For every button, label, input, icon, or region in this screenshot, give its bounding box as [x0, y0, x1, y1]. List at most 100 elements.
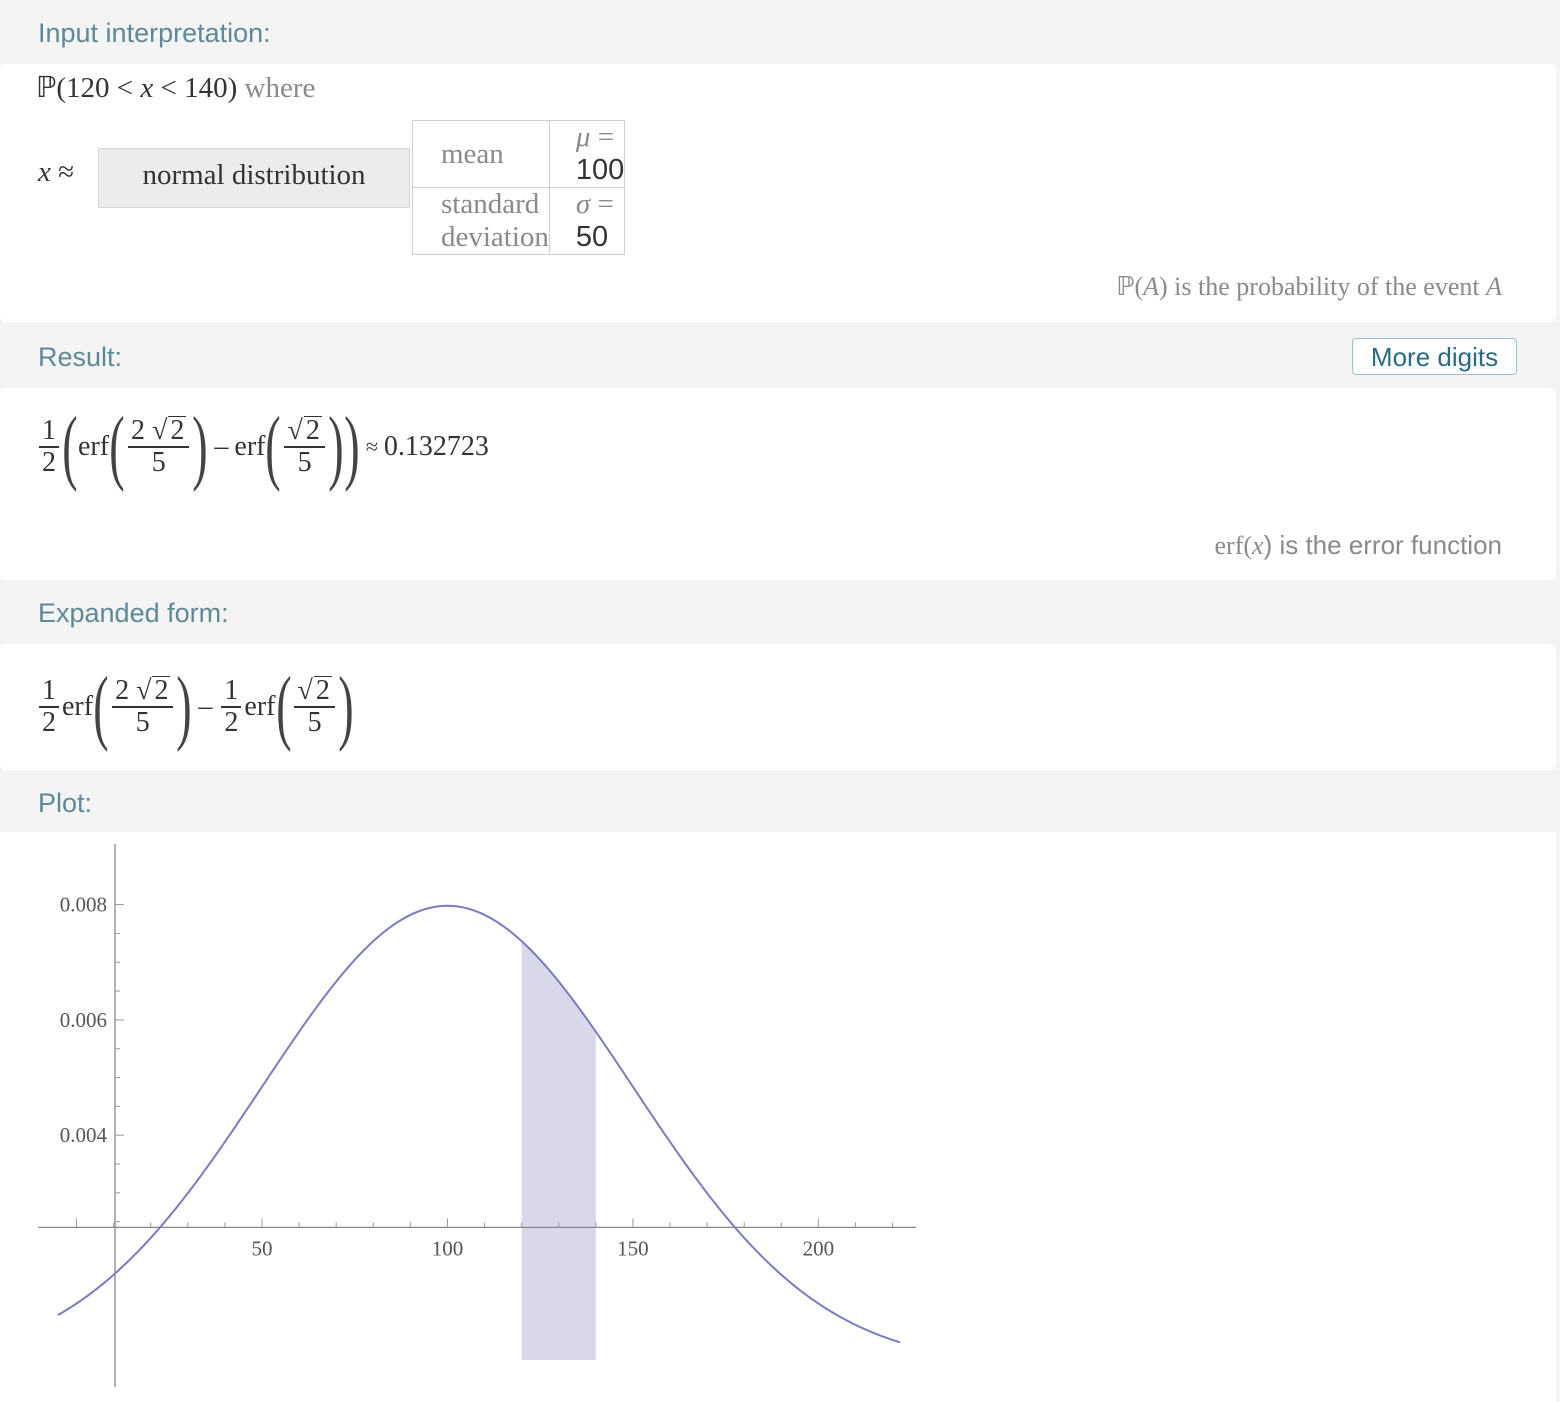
erf-footnote: erf(x) is the error function — [1215, 530, 1503, 561]
frac-bar — [221, 706, 242, 708]
frac-num: 1 — [42, 675, 56, 707]
frac-num: √ 2 — [294, 676, 334, 706]
prob-var: x — [140, 72, 154, 104]
x-var: x — [38, 156, 51, 188]
probability-expression: ℙ(120 < x < 140) where — [36, 70, 315, 105]
right-paren: ) — [328, 400, 344, 493]
y-tick-label: 0.008 — [60, 893, 107, 917]
right-paren: ) — [192, 400, 209, 493]
result-header: Result: — [0, 322, 1560, 388]
minus-sign: – — [198, 691, 213, 722]
frac-bar — [284, 446, 325, 448]
more-digits-button[interactable]: More digits — [1352, 338, 1517, 375]
erf-label: erf — [62, 691, 94, 722]
x-tick-label: 200 — [803, 1236, 835, 1260]
result-value: 0.132723 — [383, 431, 489, 462]
radicand: 2 — [152, 675, 171, 707]
frac-num: √ 2 — [284, 416, 324, 446]
right-paren: ) — [176, 660, 193, 753]
frac-num: 2 √ 2 — [128, 416, 189, 446]
erf-label: erf — [77, 431, 110, 462]
input-interpretation-title: Input interpretation: — [38, 18, 271, 48]
radicand: 2 — [168, 415, 187, 447]
frac-den: 5 — [135, 706, 150, 738]
x-tick-label: 100 — [432, 1236, 464, 1260]
left-paren: ( — [109, 400, 125, 493]
left-paren: ( — [62, 400, 78, 493]
x-tick-label: 150 — [617, 1236, 649, 1260]
sqrt: √ 2 — [136, 675, 171, 707]
frac-den: 2 — [42, 446, 56, 478]
param-name-mean: mean — [412, 120, 550, 188]
table-row: standard deviation σ = 50 — [412, 187, 626, 255]
right-paren: ) — [344, 400, 360, 493]
sqrt: √ 2 — [152, 415, 187, 447]
frac-den: 5 — [297, 446, 312, 478]
y-tick-label: 0.004 — [60, 1123, 108, 1147]
frac-den: 2 — [42, 706, 56, 738]
footnote-var: A — [1143, 272, 1160, 301]
param-value-mean: μ = 100 — [548, 120, 626, 188]
arg-a-fraction: 2 √ 2 5 — [128, 416, 190, 478]
footnote-mid: ) is the probability of the event — [1159, 272, 1487, 301]
erf-label: erf — [244, 691, 276, 722]
frac-den: 5 — [307, 706, 322, 738]
footnote-fn: erf( — [1214, 531, 1253, 560]
input-interpretation-body: ℙ(120 < x < 140) where x ≈ normal distri… — [0, 64, 1556, 322]
param-symbol: σ — [575, 188, 591, 220]
param-eq: = — [590, 121, 615, 153]
approx-sign: ≈ — [365, 434, 378, 459]
y-tick-label: 0.006 — [60, 1008, 107, 1032]
input-interpretation-header: Input interpretation: — [0, 0, 1560, 64]
plot-body — [0, 832, 1556, 1402]
expanded-form-header: Expanded form: — [0, 580, 1560, 644]
expanded-form-title: Expanded form: — [38, 598, 229, 628]
frac-den: 5 — [151, 446, 166, 478]
shaded-probability-region — [521, 941, 596, 1360]
param-eq: = — [590, 188, 614, 220]
approx-sign: ≈ — [50, 156, 75, 188]
radicand: 2 — [313, 675, 332, 707]
footnote-rest: ) is the error function — [1263, 530, 1502, 560]
prob-prefix: ℙ(120 < — [36, 72, 141, 104]
frac-bar — [39, 446, 59, 448]
minus-sign: – — [214, 431, 229, 462]
footnote-prefix: ℙ( — [1116, 272, 1144, 301]
parameters-table: mean μ = 100 standard deviation σ = 50 — [412, 120, 626, 255]
right-paren: ) — [338, 660, 354, 753]
frac-bar — [112, 706, 174, 708]
erf-label: erf — [234, 431, 266, 462]
frac-num: 1 — [224, 675, 239, 707]
x-tick-label: 50 — [252, 1236, 273, 1260]
frac-bar — [294, 706, 335, 708]
plot-header: Plot: — [0, 770, 1560, 832]
frac-num: 2 √ 2 — [112, 676, 173, 706]
radicand: 2 — [303, 415, 322, 447]
frac-bar — [128, 446, 190, 448]
sqrt: √ 2 — [287, 415, 322, 447]
frac-bar — [39, 706, 59, 708]
sqrt: √ 2 — [297, 675, 332, 707]
where-label: where — [244, 72, 316, 104]
footnote-var2: A — [1486, 272, 1502, 301]
coef: 2 — [115, 675, 137, 707]
frac-num: 1 — [42, 415, 56, 447]
left-paren: ( — [93, 660, 109, 753]
param-value-sd: σ = 50 — [548, 187, 626, 255]
probability-footnote: ℙ(A) is the probability of the event A — [1116, 272, 1502, 302]
x-approx: x ≈ — [38, 156, 74, 189]
arg-b-fraction: √ 2 5 — [294, 676, 335, 738]
left-paren: ( — [275, 660, 292, 753]
frac-den: 2 — [224, 706, 239, 738]
coef: 2 — [131, 415, 153, 447]
arg-a-fraction: 2 √ 2 5 — [112, 676, 174, 738]
param-name-sd: standard deviation — [412, 187, 550, 255]
footnote-var: x — [1252, 531, 1264, 560]
